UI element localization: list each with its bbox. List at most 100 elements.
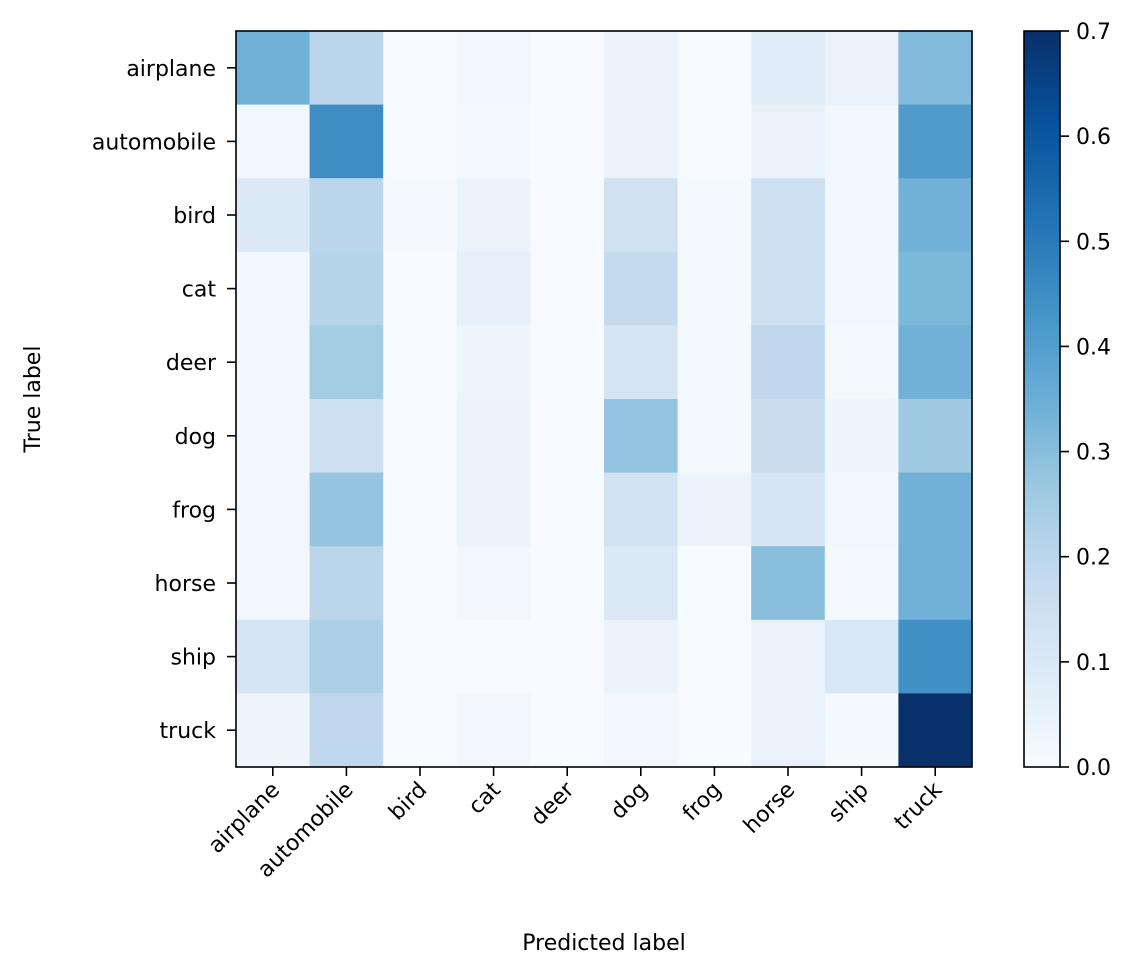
- colorbar-tick-label: 0.1: [1076, 651, 1111, 676]
- plot-frame: [235, 30, 973, 768]
- y-tick-label: automobile: [92, 130, 216, 155]
- heatmap-cell: [456, 619, 531, 694]
- heatmap-cell: [824, 472, 899, 547]
- heatmap-cell: [309, 178, 384, 253]
- heatmap-cell: [456, 399, 531, 474]
- heatmap-cell: [751, 251, 826, 326]
- colorbar: [1023, 30, 1061, 768]
- heatmap-cell: [236, 325, 311, 400]
- heatmap-cell: [898, 31, 973, 106]
- y-tick-label: truck: [160, 719, 217, 744]
- heatmap-cell: [898, 325, 973, 400]
- heatmap-cell: [751, 619, 826, 694]
- heatmap-cell: [677, 546, 752, 621]
- heatmap-cell: [530, 178, 605, 253]
- heatmap-cell: [604, 104, 679, 179]
- heatmap-cell: [751, 472, 826, 547]
- heatmap-cell: [898, 399, 973, 474]
- heatmap-cell: [456, 546, 531, 621]
- colorbar-ticks: 0.0 0.1 0.2 0.3 0.4 0.5 0.6 0.7: [1060, 20, 1111, 781]
- heatmap-cell: [383, 31, 458, 106]
- heatmap-cell: [456, 251, 531, 326]
- heatmap-cell: [530, 251, 605, 326]
- heatmap-cell: [677, 619, 752, 694]
- heatmap-cell: [309, 472, 384, 547]
- heatmap-cell: [530, 31, 605, 106]
- heatmap-cell: [456, 104, 531, 179]
- heatmap-cell: [898, 472, 973, 547]
- x-axis-title: Predicted label: [522, 931, 685, 956]
- heatmap-cell: [604, 472, 679, 547]
- heatmap-cell: [824, 546, 899, 621]
- heatmap-cell: [236, 104, 311, 179]
- colorbar-tick-label: 0.3: [1076, 441, 1111, 466]
- heatmap-cell: [898, 104, 973, 179]
- heatmap-cell: [309, 251, 384, 326]
- heatmap-cell: [604, 619, 679, 694]
- heatmap-cell: [383, 619, 458, 694]
- heatmap-cell: [824, 31, 899, 106]
- heatmap-cell: [383, 104, 458, 179]
- heatmap-cell: [236, 619, 311, 694]
- y-tick-label: deer: [166, 351, 217, 376]
- heatmap-cell: [604, 399, 679, 474]
- heatmap-cell: [824, 619, 899, 694]
- colorbar-tick-label: 0.7: [1076, 20, 1111, 45]
- heatmap-cell: [309, 104, 384, 179]
- heatmap-cell: [677, 325, 752, 400]
- heatmap-cell: [604, 178, 679, 253]
- heatmap-cell: [604, 546, 679, 621]
- heatmap-cell: [677, 251, 752, 326]
- heatmap-cell: [824, 251, 899, 326]
- heatmap-cell: [236, 399, 311, 474]
- heatmap-cell: [383, 472, 458, 547]
- heatmap-cell: [898, 693, 973, 768]
- heatmap-cell: [383, 251, 458, 326]
- heatmap-cell: [751, 546, 826, 621]
- heatmap-cell: [677, 104, 752, 179]
- y-tick-label: airplane: [126, 57, 216, 82]
- heatmap-cell: [604, 693, 679, 768]
- heatmap-cell: [530, 325, 605, 400]
- heatmap-cell: [530, 399, 605, 474]
- heatmap-cells: [236, 31, 973, 768]
- y-tick-label: ship: [171, 646, 216, 671]
- colorbar-tick-label: 0.4: [1076, 335, 1111, 360]
- colorbar-tick-label: 0.0: [1076, 756, 1111, 781]
- y-tick-label: bird: [173, 204, 216, 229]
- heatmap-cell: [383, 325, 458, 400]
- y-axis-ticks: airplane automobile bird cat deer dog frog hors…: [92, 57, 236, 744]
- heatmap-cell: [751, 693, 826, 768]
- heatmap-cell: [898, 619, 973, 694]
- heatmap-cell: [677, 178, 752, 253]
- heatmap-cell: [236, 31, 311, 106]
- heatmap-cell: [677, 399, 752, 474]
- heatmap-cell: [456, 31, 531, 106]
- heatmap-cell: [604, 31, 679, 106]
- heatmap-cell: [677, 31, 752, 106]
- heatmap-cell: [309, 693, 384, 768]
- heatmap-cell: [309, 399, 384, 474]
- heatmap-cell: [456, 325, 531, 400]
- y-tick-label: frog: [172, 498, 216, 523]
- heatmap-cell: [530, 619, 605, 694]
- heatmap-cell: [824, 693, 899, 768]
- heatmap-cell: [824, 104, 899, 179]
- heatmap-cell: [898, 251, 973, 326]
- heatmap-cell: [383, 178, 458, 253]
- heatmap-cell: [236, 178, 311, 253]
- heatmap-cell: [383, 546, 458, 621]
- colorbar-tick-label: 0.5: [1076, 230, 1111, 255]
- heatmap-cell: [824, 178, 899, 253]
- heatmap-cell: [309, 619, 384, 694]
- heatmap-cell: [530, 472, 605, 547]
- heatmap-cell: [456, 472, 531, 547]
- heatmap-cell: [677, 472, 752, 547]
- y-tick-label: cat: [182, 278, 217, 303]
- heatmap-cell: [898, 178, 973, 253]
- heatmap-cell: [530, 693, 605, 768]
- heatmap-cell: [751, 104, 826, 179]
- heatmap-cell: [309, 31, 384, 106]
- y-tick-label: horse: [155, 572, 216, 597]
- heatmap-cell: [604, 251, 679, 326]
